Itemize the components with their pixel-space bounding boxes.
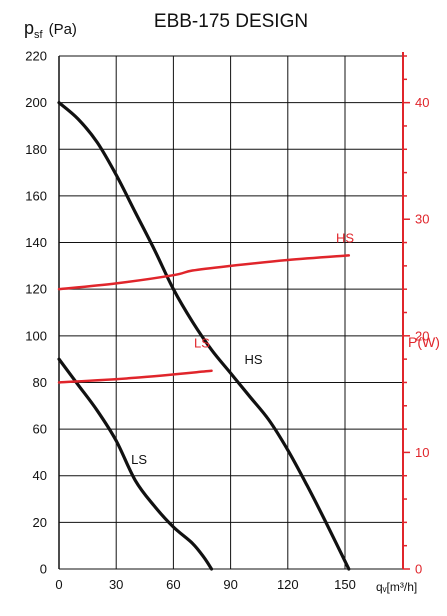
y-tick-label: 60 [33,422,47,437]
grid [58,55,404,570]
y-axis-label: psf (Pa) [24,18,77,41]
y-tick-label: 40 [33,468,47,483]
x-tick-labels: 0 30 60 90 120 150 [55,577,355,592]
y-tick-label: 120 [25,282,47,297]
pressure-curve-ls [57,357,214,571]
y2-axis: 0 10 20 30 40 [402,52,429,577]
y-tick-label: 80 [33,375,47,390]
y-tick-label: 200 [25,95,47,110]
power-curve-hs [57,254,351,291]
y-tick-label: 20 [33,515,47,530]
x-axis-label: qᵥ[m³/h] [376,580,417,594]
y-axis-label-unit: (Pa) [49,21,77,38]
series [57,101,351,571]
y-axis-label-subscript: sf [34,29,44,41]
x-tick-label: 60 [166,577,180,592]
y2-tick-label: 10 [415,445,429,460]
y-tick-label: 100 [25,328,47,343]
y2-axis-label: P(W) [408,334,440,350]
pressure-curve-hs [57,101,351,571]
y-tick-label: 160 [25,188,47,203]
y-tick-labels: 0 20 40 60 80 100 120 140 160 180 200 220 [25,49,47,577]
x-tick-label: 90 [223,577,237,592]
power-curve-ls [57,369,213,384]
y2-tick-label: 20 [415,328,429,343]
power-label-hs: HS [336,231,354,246]
y2-tick-label: 0 [415,562,422,577]
pressure-label-hs: HS [244,352,262,367]
x-tick-label: 0 [55,577,62,592]
y2-tick-label: 40 [415,95,429,110]
y-tick-label: 220 [25,49,47,64]
pressure-label-ls: LS [131,452,147,467]
x-tick-label: 150 [334,577,356,592]
power-label-ls: LS [194,335,210,350]
y-tick-label: 140 [25,235,47,250]
y2-tick-label: 30 [415,212,429,227]
series-labels: HS LS HS LS [131,231,354,468]
y-axis-label-symbol: p [24,18,34,38]
x-tick-label: 30 [109,577,123,592]
chart-title: EBB-175 DESIGN [154,11,308,32]
x-tick-label: 120 [277,577,299,592]
y-tick-label: 180 [25,142,47,157]
y-tick-label: 0 [40,562,47,577]
